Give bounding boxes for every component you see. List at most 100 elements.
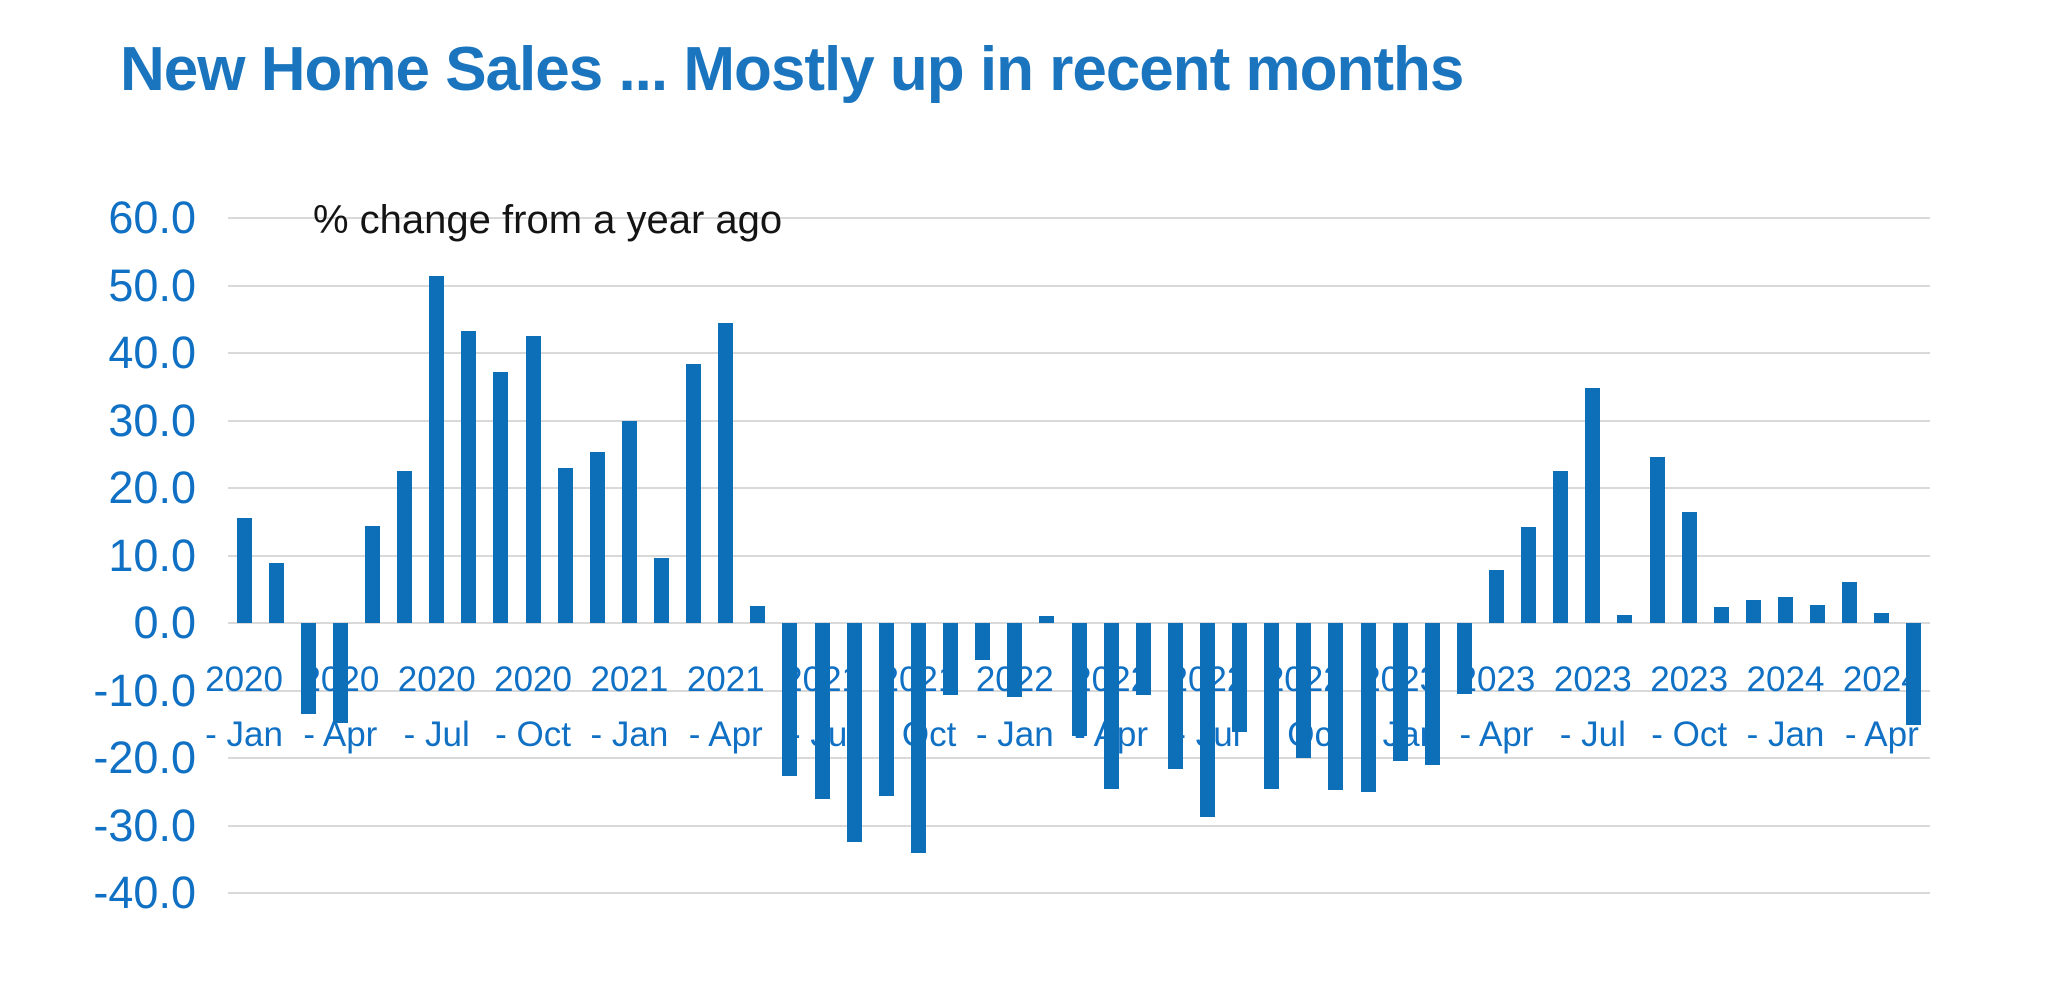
x-tick-year: 2024 [1746,660,1825,699]
bar-2023-May [1521,527,1537,623]
x-tick-label-2023Jul: 2023 - Jul [1508,652,1678,762]
bar-2023-Oct [1681,511,1697,623]
x-tick-label-2020Jul: 2020 - Jul [352,652,522,762]
bar-2023-Nov [1713,607,1729,623]
bar-2021-Jun [782,623,798,776]
y-tick-label: 40.0 [108,327,196,378]
x-tick-label-2023Oct: 2023 - Oct [1604,652,1774,762]
gridline-60.0 [228,217,1930,219]
bar-2022-Feb [1039,616,1055,623]
x-tick-month: - Jul [1559,715,1626,754]
x-tick-year: 2023 [1650,660,1729,699]
bar-2021-Sep [878,623,894,796]
bar-2023-Jan [1392,623,1408,762]
gridline--40.0 [228,892,1930,894]
bar-2024-Apr [1874,612,1890,623]
bar-2020-Aug [461,330,477,623]
bar-2023-Apr [1488,569,1504,623]
x-tick-month: - Jan [975,715,1054,754]
chart-subtitle: % change from a year ago [313,198,783,242]
bar-2022-May [1135,623,1151,696]
y-tick-label: -40.0 [93,867,196,918]
bar-2020-Sep [493,371,509,623]
x-tick-year: 2020 [494,660,572,699]
x-tick-year: 2020 [397,660,476,699]
y-tick-label: 50.0 [108,259,196,311]
bar-2022-Jun [1167,623,1183,770]
x-tick-month: - Jul [403,715,470,754]
bar-2022-Sep [1264,623,1280,790]
x-tick-label-2024Apr: 2024 - Apr [1797,652,1967,762]
bar-2022-Mar [1071,623,1087,737]
bar-2021-Apr [718,323,734,623]
x-tick-label-2020Jan: 2020 - Jan [159,652,329,762]
gridline--30.0 [228,824,1930,827]
bar-2024-Jan [1777,597,1793,623]
bar-2021-Feb [654,558,670,623]
bar-2022-Aug [1232,623,1248,732]
x-tick-year: 2023 [1553,660,1632,699]
y-tick-label: 0.0 [133,597,196,648]
x-tick-label-2021Jan: 2021 - Jan [544,652,714,762]
x-tick-year: 2021 [590,660,669,699]
bar-2022-Jul [1199,623,1215,817]
gridline-20.0 [228,487,1930,489]
bar-2022-Jan [1007,623,1023,698]
x-tick-month: - Jan [1746,715,1825,754]
gridline-40.0 [228,352,1930,354]
bar-2020-Oct [525,336,541,623]
bar-2020-Feb [268,562,284,623]
y-tick-label: -30.0 [93,799,196,851]
gridline-10.0 [228,554,1930,557]
bar-2023-Mar [1456,623,1472,694]
bar-2020-Apr [332,623,348,723]
bar-2021-May [750,606,766,623]
chart-title: New Home Sales ... Mostly up in recent m… [120,35,1464,104]
y-tick-label: 60.0 [108,192,196,243]
gridline--20.0 [228,757,1930,759]
y-tick-label: 20.0 [108,462,196,513]
bar-2020-Mar [300,623,316,715]
x-tick-month: - Jan [205,715,283,754]
bar-2024-Feb [1810,605,1826,623]
bar-2021-Dec [975,623,991,661]
x-tick-month: - Oct [495,715,571,754]
gridline-30.0 [228,419,1930,422]
bar-2021-Jul [814,623,830,799]
bar-2021-Aug [846,623,862,843]
gridline-50.0 [228,284,1930,287]
bar-2023-Sep [1649,456,1665,623]
bar-2022-Nov [1328,623,1344,790]
bar-2020-Dec [589,452,605,623]
bar-2020-May [365,526,380,623]
x-tick-month: - Oct [1651,715,1728,754]
bar-2020-Jun [397,471,413,623]
bar-2023-Feb [1424,623,1440,765]
x-tick-month: - Apr [1459,715,1534,754]
bar-2021-Nov [943,623,959,695]
bar-2022-Apr [1103,623,1119,790]
bar-2023-Aug [1617,614,1633,623]
x-tick-month: - Jan [590,715,669,754]
bar-2022-Dec [1360,623,1376,792]
x-tick-year: 2021 [686,660,765,699]
x-tick-month: - Apr [1844,715,1919,754]
y-tick-label: 10.0 [108,529,196,581]
bar-2023-Dec [1745,600,1761,623]
y-tick-label: -20.0 [93,732,196,783]
y-tick-label: -10.0 [93,664,196,716]
bar-2021-Oct [910,623,926,853]
bar-2021-Mar [686,363,702,623]
bar-2020-Nov [557,467,573,623]
bar-2021-Jan [621,420,637,623]
bar-2022-Oct [1296,623,1312,758]
bar-2020-Jan [236,517,252,623]
bar-2024-Mar [1842,581,1858,623]
x-tick-label-2020Oct: 2020 - Oct [448,652,618,762]
bar-2023-Jun [1553,471,1569,623]
x-tick-year: 2020 [205,660,283,699]
x-tick-year: 2024 [1842,660,1921,699]
x-tick-label-2021Apr: 2021 - Apr [641,652,811,762]
bar-2020-Jul [429,276,445,623]
